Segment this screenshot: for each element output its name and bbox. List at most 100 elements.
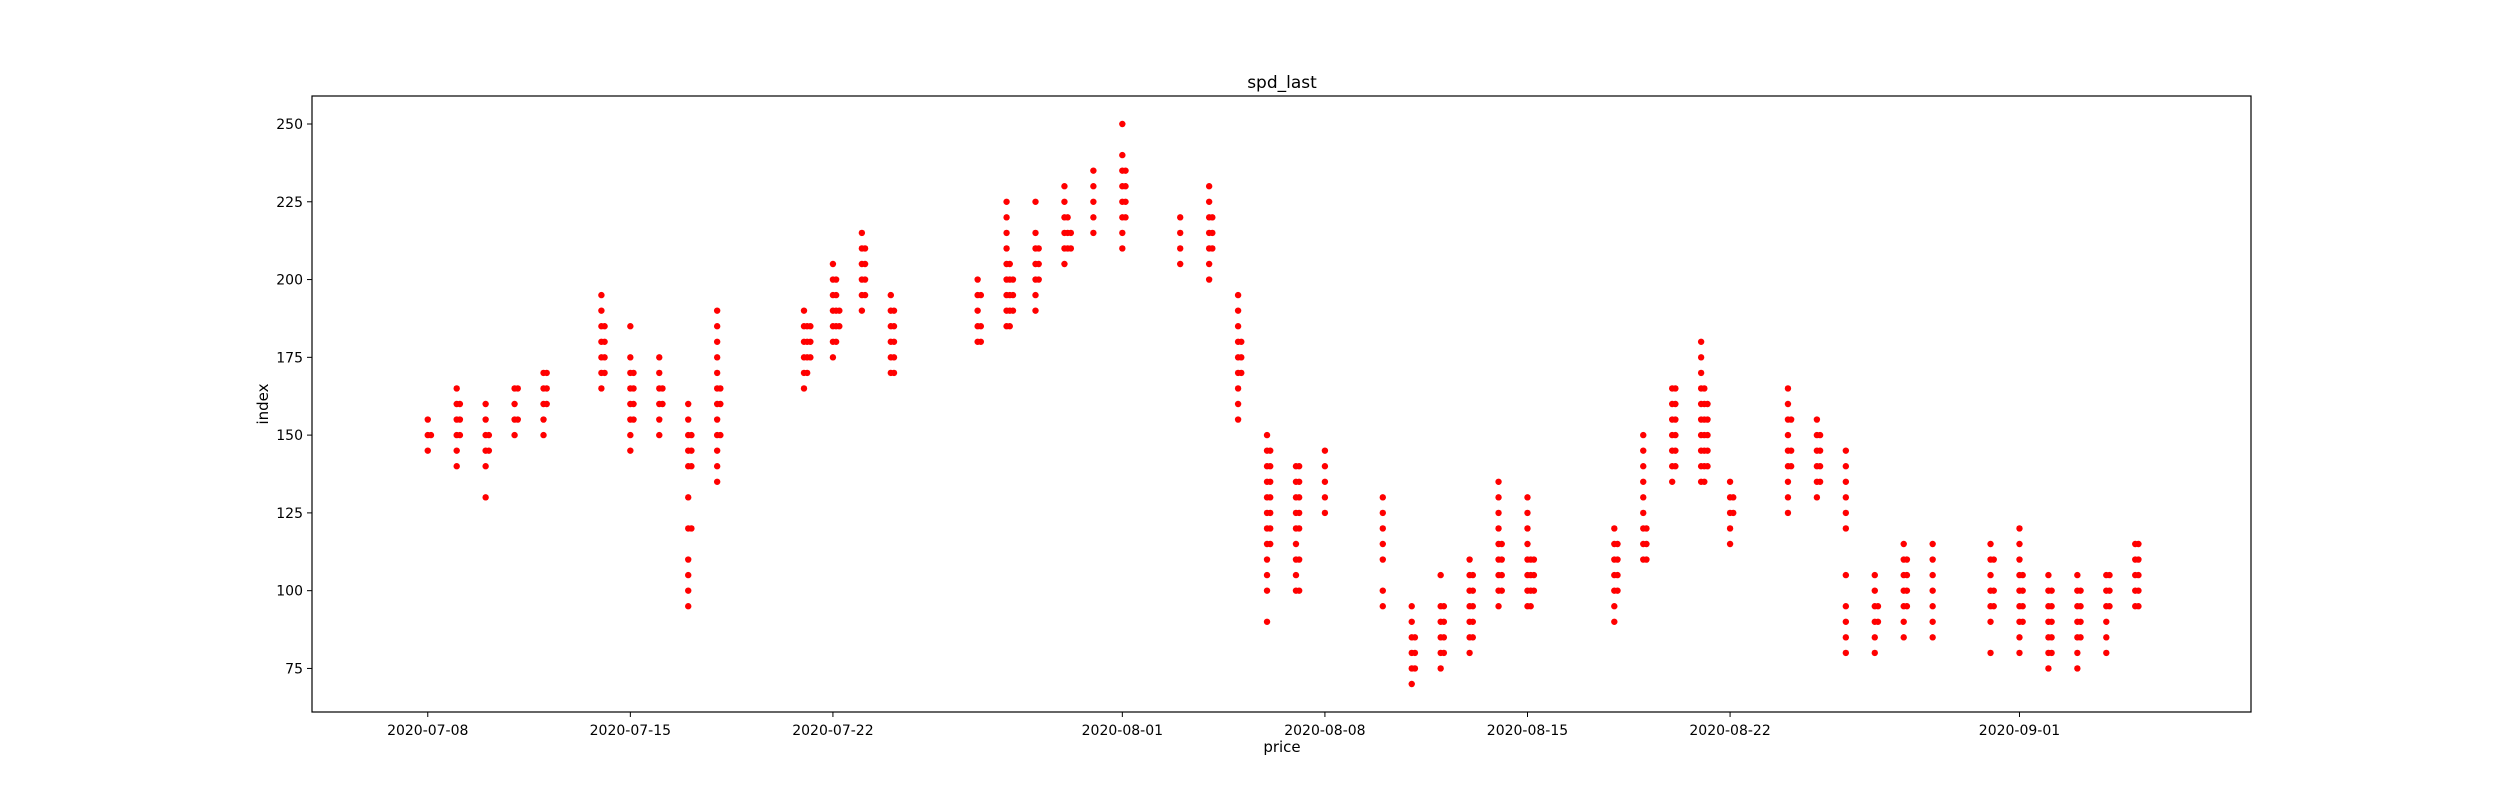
data-point xyxy=(1009,307,1017,314)
data-point xyxy=(1640,447,1647,454)
data-point xyxy=(1784,478,1792,485)
data-point xyxy=(1263,571,1271,579)
data-point xyxy=(713,463,721,470)
data-point xyxy=(2106,571,2113,579)
data-point xyxy=(1209,214,1216,221)
data-point xyxy=(1238,354,1245,361)
data-point xyxy=(1987,649,1994,657)
data-point xyxy=(1524,494,1531,501)
data-point xyxy=(601,338,608,345)
data-point xyxy=(1842,603,1850,610)
data-point xyxy=(1119,245,1126,252)
data-point xyxy=(1003,198,1010,205)
data-point xyxy=(685,603,692,610)
data-point xyxy=(514,385,521,392)
data-point xyxy=(1816,447,1824,454)
data-point xyxy=(1408,680,1415,688)
data-point xyxy=(836,307,843,314)
data-point xyxy=(2077,603,2084,610)
data-point xyxy=(1842,618,1850,625)
data-point xyxy=(630,416,637,423)
data-point xyxy=(1787,463,1795,470)
data-point xyxy=(1437,665,1444,672)
data-point xyxy=(861,291,869,299)
x-tick-label: 2020-09-01 xyxy=(1979,723,2060,739)
data-point xyxy=(1990,587,1997,594)
data-point xyxy=(807,323,814,330)
data-point xyxy=(1321,463,1329,470)
data-point xyxy=(540,431,547,439)
data-point xyxy=(890,354,898,361)
data-point xyxy=(543,400,550,408)
data-point xyxy=(1267,494,1274,501)
data-point xyxy=(861,245,869,252)
y-tick-label: 125 xyxy=(276,506,303,522)
data-point xyxy=(1067,229,1075,237)
data-point xyxy=(717,400,724,408)
data-point xyxy=(1205,198,1213,205)
data-point xyxy=(1640,463,1647,470)
data-point xyxy=(1469,587,1477,594)
data-point xyxy=(1408,603,1415,610)
data-point xyxy=(1292,571,1300,579)
data-point xyxy=(1263,556,1271,563)
data-point xyxy=(1379,525,1386,532)
data-point xyxy=(1032,198,1039,205)
data-point xyxy=(2048,618,2055,625)
data-point xyxy=(1122,214,1129,221)
data-point xyxy=(1295,463,1303,470)
data-point xyxy=(2077,634,2084,641)
data-point xyxy=(424,447,431,454)
data-point xyxy=(829,260,837,268)
data-point xyxy=(1726,478,1734,485)
data-point xyxy=(1498,556,1505,563)
data-point xyxy=(1527,603,1534,610)
data-point xyxy=(1295,525,1303,532)
data-point xyxy=(1119,151,1126,159)
data-point xyxy=(601,323,608,330)
data-point xyxy=(2135,587,2142,594)
data-point xyxy=(1726,540,1734,548)
data-point xyxy=(1842,634,1850,641)
data-point xyxy=(601,369,608,377)
data-point xyxy=(1177,260,1184,268)
data-point xyxy=(1234,323,1242,330)
data-point xyxy=(685,494,692,501)
data-point xyxy=(1672,431,1679,439)
data-point xyxy=(1816,463,1824,470)
data-point xyxy=(1672,447,1679,454)
data-point xyxy=(1469,618,1477,625)
data-point xyxy=(1813,494,1821,501)
data-point xyxy=(1267,478,1274,485)
data-point xyxy=(1614,556,1621,563)
data-point xyxy=(800,307,808,314)
data-point xyxy=(2135,571,2142,579)
data-point xyxy=(1784,494,1792,501)
data-point xyxy=(685,400,692,408)
data-point xyxy=(630,400,637,408)
data-point xyxy=(1469,603,1477,610)
data-point xyxy=(482,400,489,408)
data-point xyxy=(1295,478,1303,485)
data-point xyxy=(627,447,634,454)
data-point xyxy=(2019,571,2026,579)
data-point xyxy=(1816,478,1824,485)
data-point xyxy=(1411,649,1419,657)
data-point xyxy=(1006,260,1013,268)
data-point xyxy=(1640,478,1647,485)
data-point xyxy=(1929,540,1936,548)
data-point xyxy=(1614,571,1621,579)
data-point xyxy=(1440,603,1448,610)
data-point xyxy=(1267,525,1274,532)
data-point xyxy=(2103,649,2110,657)
data-point xyxy=(713,323,721,330)
data-point xyxy=(1003,229,1010,237)
data-point xyxy=(1784,385,1792,392)
data-point xyxy=(2019,618,2026,625)
data-point xyxy=(630,369,637,377)
data-point xyxy=(2016,540,2023,548)
data-point xyxy=(890,307,898,314)
data-point xyxy=(1238,338,1245,345)
data-point xyxy=(2019,603,2026,610)
data-point xyxy=(2048,634,2055,641)
